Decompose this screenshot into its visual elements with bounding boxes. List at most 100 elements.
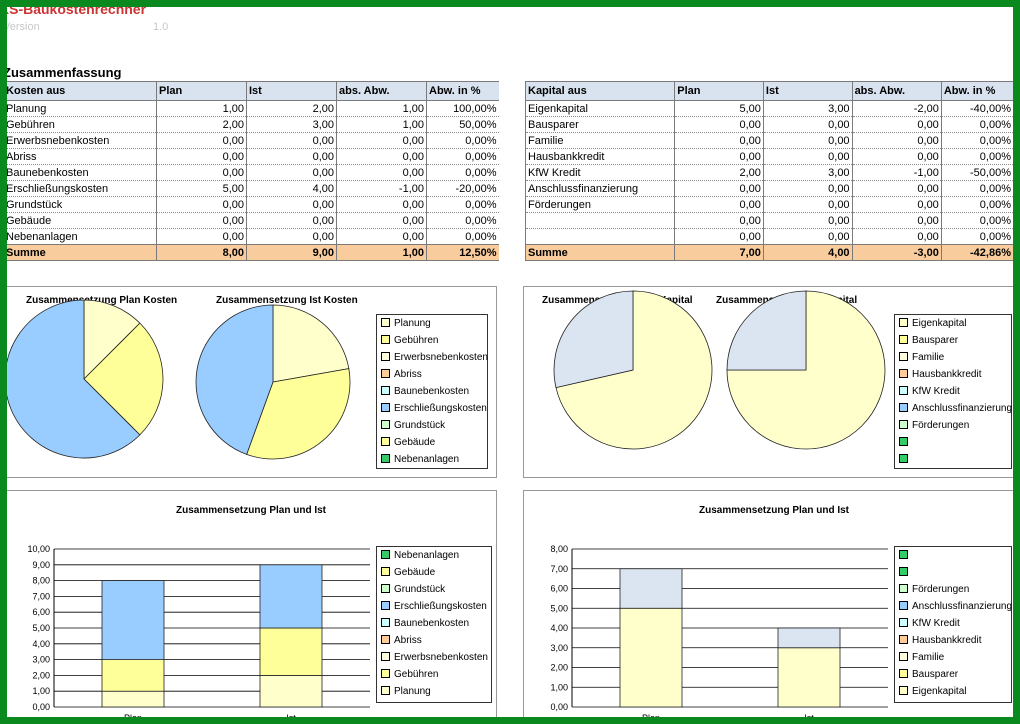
legend-item[interactable]: Erschließungskosten <box>381 402 487 415</box>
capital-cell-abs-abw[interactable]: 0,00 <box>851 228 942 245</box>
legend-item[interactable]: KfW Kredit <box>899 617 960 630</box>
capital-cell-plan[interactable]: 0,00 <box>674 132 764 149</box>
cost-cell-abw-pct[interactable]: 0,00% <box>426 212 499 229</box>
cost-cell-ist[interactable]: 0,00 <box>246 212 337 229</box>
ist-capital-pie[interactable] <box>524 287 886 450</box>
capital-cell-ist[interactable]: 0,00 <box>762 212 853 229</box>
pie-slice-anschlussfinanzierung[interactable] <box>726 290 807 371</box>
cost-cell-abw-pct[interactable]: 100,00% <box>426 100 499 117</box>
capital-cell-ist[interactable]: 3,00 <box>762 164 853 181</box>
cost-cell-plan[interactable]: 2,00 <box>156 116 247 133</box>
capital-cell-plan[interactable]: 5,00 <box>674 100 764 117</box>
capital-cell-label[interactable]: Summe <box>524 244 675 261</box>
legend-item[interactable]: Gebühren <box>381 668 438 681</box>
bar-segment-geb-hren[interactable] <box>259 627 323 676</box>
cost-cell-abs-abw[interactable]: 0,00 <box>336 228 427 245</box>
cost-cell-plan[interactable]: 0,00 <box>156 132 247 149</box>
capital-header-label[interactable]: Kapital aus <box>524 81 675 101</box>
cost-cell-abw-pct[interactable]: 0,00% <box>426 228 499 245</box>
cost-cell-abs-abw[interactable]: 0,00 <box>336 212 427 229</box>
cost-header-abw-pct[interactable]: Abw. in % <box>426 81 499 101</box>
pie-slice-anschlussfinanzierung[interactable] <box>553 290 634 389</box>
capital-cell-abw-pct[interactable]: 0,00% <box>940 180 1013 197</box>
cost-cell-abw-pct[interactable]: 0,00% <box>426 148 499 165</box>
cost-cell-plan[interactable]: 0,00 <box>156 164 247 181</box>
capital-cell-abs-abw[interactable]: -2,00 <box>851 100 942 117</box>
capital-pie-legend[interactable]: Eigenkapital Bausparer Familie Hausbankkred… <box>894 314 1012 469</box>
bar-segment-erschlie-ungskosten[interactable] <box>259 564 323 629</box>
capital-header-plan[interactable]: Plan <box>674 81 764 101</box>
capital-cell-plan[interactable]: 0,00 <box>674 228 764 245</box>
capital-cell-ist[interactable]: 0,00 <box>762 116 853 133</box>
cost-cell-plan[interactable]: 5,00 <box>156 180 247 197</box>
cost-bar-panel[interactable]: Zusammensetzung Plan und Ist 0,00 1,00 2,0… <box>7 490 497 717</box>
capital-cell-label[interactable]: Anschlussfinanzierung <box>524 180 675 197</box>
cost-bar-legend[interactable]: Nebenanlagen Gebäude Grundstück Erschließun… <box>376 546 492 703</box>
cost-cell-abs-abw[interactable]: 1,00 <box>336 116 427 133</box>
capital-cell-label[interactable]: Eigenkapital <box>524 100 675 117</box>
legend-item[interactable]: Baunebenkosten <box>381 617 469 630</box>
capital-cell-label[interactable] <box>524 212 675 229</box>
pie-slice-erschlie-ungskosten[interactable] <box>195 304 274 455</box>
legend-item[interactable]: Hausbankkredit <box>899 634 981 647</box>
cost-cell-abs-abw[interactable]: 0,00 <box>336 132 427 149</box>
bar-segment-eigenkapital[interactable] <box>777 647 841 708</box>
cost-cell-ist[interactable]: 2,00 <box>246 100 337 117</box>
cost-pie-legend[interactable]: Planung Gebühren Erwerbsnebenkosten Abriss B… <box>376 314 488 469</box>
capital-cell-ist[interactable]: 4,00 <box>762 244 853 261</box>
bar-segment-anschlussfinanzierung[interactable] <box>619 568 683 609</box>
legend-item[interactable] <box>899 549 912 562</box>
version-value[interactable]: 1.0 <box>153 21 169 33</box>
plan-capital-pie[interactable] <box>524 287 713 450</box>
legend-item[interactable]: Erwerbsnebenkosten <box>381 651 488 664</box>
legend-item[interactable]: Grundstück <box>381 583 445 596</box>
pie-slice-eigenkapital[interactable] <box>555 290 713 450</box>
capital-cell-ist[interactable]: 0,00 <box>762 132 853 149</box>
cost-header-abs-abw[interactable]: abs. Abw. <box>336 81 427 101</box>
cost-cell-label[interactable]: Erwerbsnebenkosten <box>7 132 157 149</box>
bar-segment-anschlussfinanzierung[interactable] <box>777 627 841 649</box>
cost-cell-abs-abw[interactable]: 0,00 <box>336 148 427 165</box>
capital-cell-abw-pct[interactable]: 0,00% <box>940 212 1013 229</box>
capital-cell-abw-pct[interactable]: -50,00% <box>940 164 1013 181</box>
cost-cell-label[interactable]: Grundstück <box>7 196 157 213</box>
legend-item[interactable]: Planung <box>381 685 431 698</box>
bar-segment-erschlie-ungskosten[interactable] <box>101 580 165 660</box>
legend-item[interactable]: Eigenkapital <box>899 317 966 330</box>
legend-item[interactable]: Bausparer <box>899 668 958 681</box>
capital-cell-plan[interactable]: 7,00 <box>674 244 764 261</box>
capital-pie-panel[interactable]: Zusammensetzung Plan Kapital Zusammenset… <box>523 286 1013 478</box>
cost-cell-plan[interactable]: 8,00 <box>156 244 247 261</box>
cost-cell-ist[interactable]: 0,00 <box>246 164 337 181</box>
capital-header-ist[interactable]: Ist <box>762 81 853 101</box>
legend-item[interactable]: Gebäude <box>381 436 435 449</box>
cost-cell-ist[interactable]: 0,00 <box>246 228 337 245</box>
cost-cell-abw-pct[interactable]: 12,50% <box>426 244 499 261</box>
cost-cell-plan[interactable]: 1,00 <box>156 100 247 117</box>
cost-cell-abs-abw[interactable]: 1,00 <box>336 100 427 117</box>
cost-cell-abw-pct[interactable]: 0,00% <box>426 132 499 149</box>
capital-cell-ist[interactable]: 0,00 <box>762 196 853 213</box>
cost-cell-label[interactable]: Nebenanlagen <box>7 228 157 245</box>
cost-cell-label[interactable]: Erschließungskosten <box>7 180 157 197</box>
capital-cell-abw-pct[interactable]: 0,00% <box>940 228 1013 245</box>
spreadsheet[interactable]: KS-Baukostenrechner Version 1.0 Zusammen… <box>7 7 1013 717</box>
capital-cell-ist[interactable]: 0,00 <box>762 228 853 245</box>
pie-slice-planung[interactable] <box>272 304 350 383</box>
legend-item[interactable]: Gebäude <box>381 566 435 579</box>
pie-slice-planung[interactable] <box>83 299 141 380</box>
cost-cell-abs-abw[interactable]: 0,00 <box>336 164 427 181</box>
capital-cell-ist[interactable]: 0,00 <box>762 180 853 197</box>
capital-cell-abw-pct[interactable]: 0,00% <box>940 196 1013 213</box>
legend-item[interactable]: Bausparer <box>899 334 958 347</box>
legend-item[interactable]: Abriss <box>381 368 422 381</box>
legend-item[interactable]: Förderungen <box>899 419 969 432</box>
cost-cell-abw-pct[interactable]: 50,00% <box>426 116 499 133</box>
capital-cell-abw-pct[interactable]: 0,00% <box>940 132 1013 149</box>
cost-cell-abs-abw[interactable]: -1,00 <box>336 180 427 197</box>
cost-cell-abs-abw[interactable]: 1,00 <box>336 244 427 261</box>
cost-cell-ist[interactable]: 9,00 <box>246 244 337 261</box>
legend-item[interactable]: Eigenkapital <box>899 685 966 698</box>
capital-bar-legend[interactable]: Förderungen Anschlussfinanzierung KfW Kred… <box>894 546 1012 703</box>
cost-cell-plan[interactable]: 0,00 <box>156 228 247 245</box>
